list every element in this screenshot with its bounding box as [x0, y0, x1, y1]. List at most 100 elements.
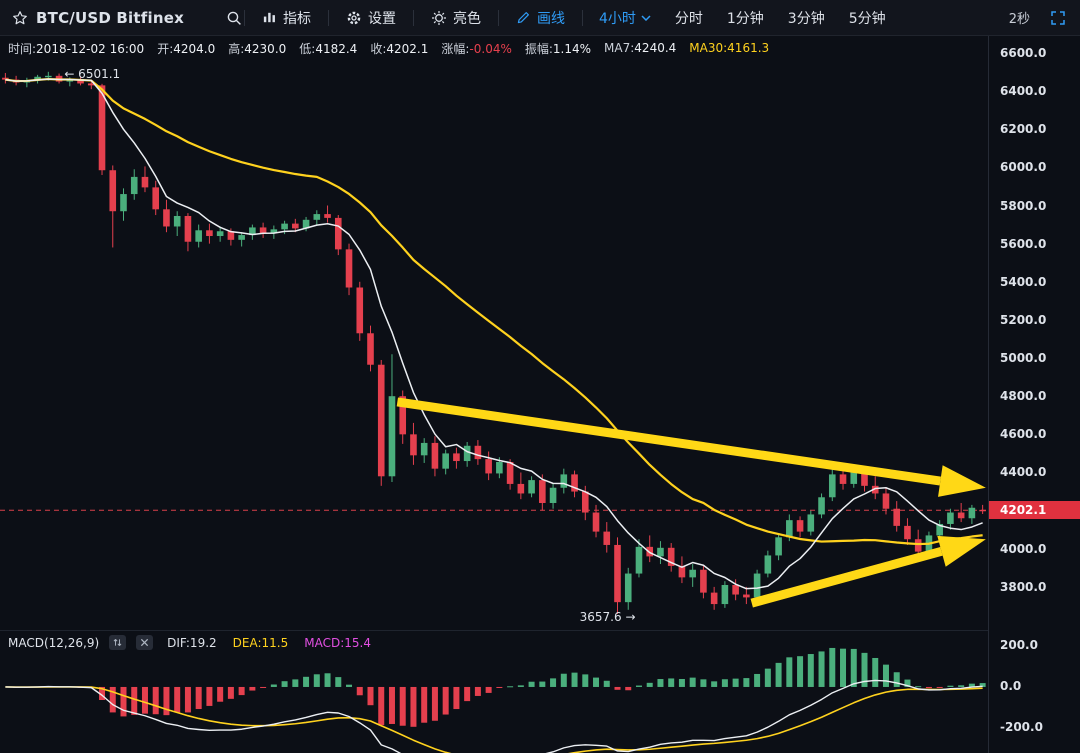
- macd-axis-tick: -200.0: [1000, 719, 1043, 734]
- refresh-interval: 2秒: [1008, 12, 1030, 27]
- macd-histogram-bar: [346, 684, 353, 687]
- main-chart[interactable]: ← 6501.1 3657.6 →: [0, 60, 988, 630]
- toolbar-divider: [497, 9, 499, 26]
- candle-body: [442, 453, 449, 469]
- macd-histogram-bar: [217, 686, 224, 702]
- macd-histogram-bar: [979, 683, 986, 687]
- trend-arrow[interactable]: [396, 397, 941, 486]
- info-item-1: 开:4204.0: [157, 41, 216, 56]
- candle-body: [45, 75, 52, 78]
- macd-histogram-bar: [614, 686, 621, 690]
- fullscreen-icon[interactable]: [1050, 10, 1066, 26]
- candle-body: [184, 215, 192, 242]
- price-axis[interactable]: 4202.1 6600.0 6400.0 6200.0 6000.0 5800.0 560…: [988, 36, 1080, 753]
- candle-body: [485, 459, 492, 474]
- draw-line-label: 画线: [536, 10, 565, 27]
- macd-histogram-bar: [109, 686, 116, 713]
- candle-body: [120, 194, 127, 212]
- timeframe-item-2[interactable]: 1分钟: [726, 10, 764, 27]
- candle-body: [420, 442, 428, 456]
- timeframe-item-1[interactable]: 分时: [674, 10, 703, 27]
- macd-histogram-bar: [163, 686, 170, 716]
- candle-body: [173, 215, 181, 227]
- info-item-2: 高:4230.0: [228, 41, 287, 56]
- candle-body: [979, 509, 986, 512]
- timeframe-item-4[interactable]: 5分钟: [848, 10, 886, 27]
- price-tick: 4600.0: [1000, 427, 1047, 442]
- macd-pane[interactable]: MACD(12,26,9) DIF:19.2 DEA:11.5 MACD:15.4: [0, 630, 988, 753]
- macd-histogram-bar: [539, 681, 546, 687]
- timeframe-item-0[interactable]: 4小时: [599, 8, 651, 28]
- macd-histogram-bar: [872, 657, 879, 687]
- macd-chart[interactable]: [0, 631, 988, 753]
- macd-histogram-bar: [797, 656, 804, 687]
- candlestick-chart[interactable]: ← 6501.1 3657.6 →: [0, 60, 988, 630]
- info-item-6: 振幅:1.14%: [524, 41, 592, 56]
- macd-histogram-bar: [646, 682, 653, 687]
- trend-arrow-head[interactable]: [938, 465, 986, 497]
- candle-body: [936, 523, 943, 536]
- macd-histogram-bar: [861, 652, 868, 687]
- macd-title: MACD(12,26,9): [8, 635, 100, 650]
- candle-body: [624, 573, 632, 603]
- settings-button[interactable]: 设置: [331, 0, 411, 36]
- macd-histogram-bar: [732, 678, 739, 687]
- candle-body: [807, 514, 815, 532]
- low-annotation: 3657.6 →: [580, 610, 636, 624]
- macd-histogram-bar: [754, 673, 761, 687]
- macd-histogram-bar: [421, 686, 428, 723]
- candle-body: [141, 176, 149, 188]
- macd-histogram-bar: [893, 672, 900, 687]
- candle-body: [281, 223, 288, 230]
- macd-reorder-icon[interactable]: [109, 635, 127, 650]
- macd-histogram-bar: [850, 648, 857, 687]
- toolbar-divider: [243, 9, 245, 26]
- macd-histogram-bar: [453, 686, 460, 710]
- candle-body: [871, 485, 879, 494]
- macd-axis-tick: 200.0: [1000, 637, 1038, 652]
- timeframe-item-3[interactable]: 3分钟: [787, 10, 825, 27]
- timeframe-selector: 4小时 分时 1分钟 3分钟 5分钟: [599, 8, 886, 28]
- candle-body: [410, 434, 417, 456]
- chevron-down-icon: [641, 14, 651, 21]
- macd-histogram-bar: [721, 679, 728, 687]
- macd-histogram-bar: [464, 686, 471, 702]
- macd-histogram-bar: [764, 668, 771, 687]
- candle-body: [603, 531, 611, 545]
- macd-histogram-bar: [925, 686, 932, 689]
- candle-body: [614, 544, 621, 603]
- candle-body: [334, 217, 342, 250]
- indicators-button[interactable]: 指标: [247, 0, 326, 36]
- candle-body: [700, 569, 707, 593]
- candle-body: [882, 493, 890, 509]
- price-tick: 5400.0: [1000, 274, 1047, 289]
- candle-body: [549, 487, 557, 503]
- theme-button[interactable]: 亮色: [416, 0, 496, 36]
- price-tick: 4400.0: [1000, 465, 1047, 480]
- candle-body: [914, 539, 922, 552]
- settings-label: 设置: [367, 10, 396, 27]
- macd-histogram-bar: [195, 686, 202, 710]
- star-icon[interactable]: [12, 10, 28, 26]
- macd-histogram-bar: [603, 680, 610, 687]
- macd-histogram-bar: [786, 657, 793, 687]
- candle-body: [968, 507, 976, 519]
- macd-histogram-bar: [270, 684, 277, 687]
- macd-histogram-bar: [399, 686, 406, 726]
- candle-body: [828, 474, 836, 498]
- search-icon[interactable]: [226, 10, 242, 26]
- macd-histogram-bar: [496, 686, 503, 688]
- draw-line-button[interactable]: 画线: [501, 0, 580, 36]
- trend-arrow[interactable]: [750, 546, 943, 608]
- candle-body: [87, 83, 95, 86]
- candle-body: [474, 445, 482, 460]
- macd-histogram-bar: [711, 681, 718, 687]
- macd-histogram-bar: [431, 686, 438, 721]
- info-item-3: 低:4182.4: [299, 41, 358, 56]
- macd-histogram-bar: [367, 686, 374, 706]
- info-item-5: 涨幅:-0.04%: [441, 41, 512, 56]
- macd-histogram-bar: [281, 681, 288, 687]
- trend-arrow-head[interactable]: [937, 535, 986, 567]
- macd-close-icon[interactable]: [136, 635, 154, 650]
- candle-body: [98, 85, 106, 171]
